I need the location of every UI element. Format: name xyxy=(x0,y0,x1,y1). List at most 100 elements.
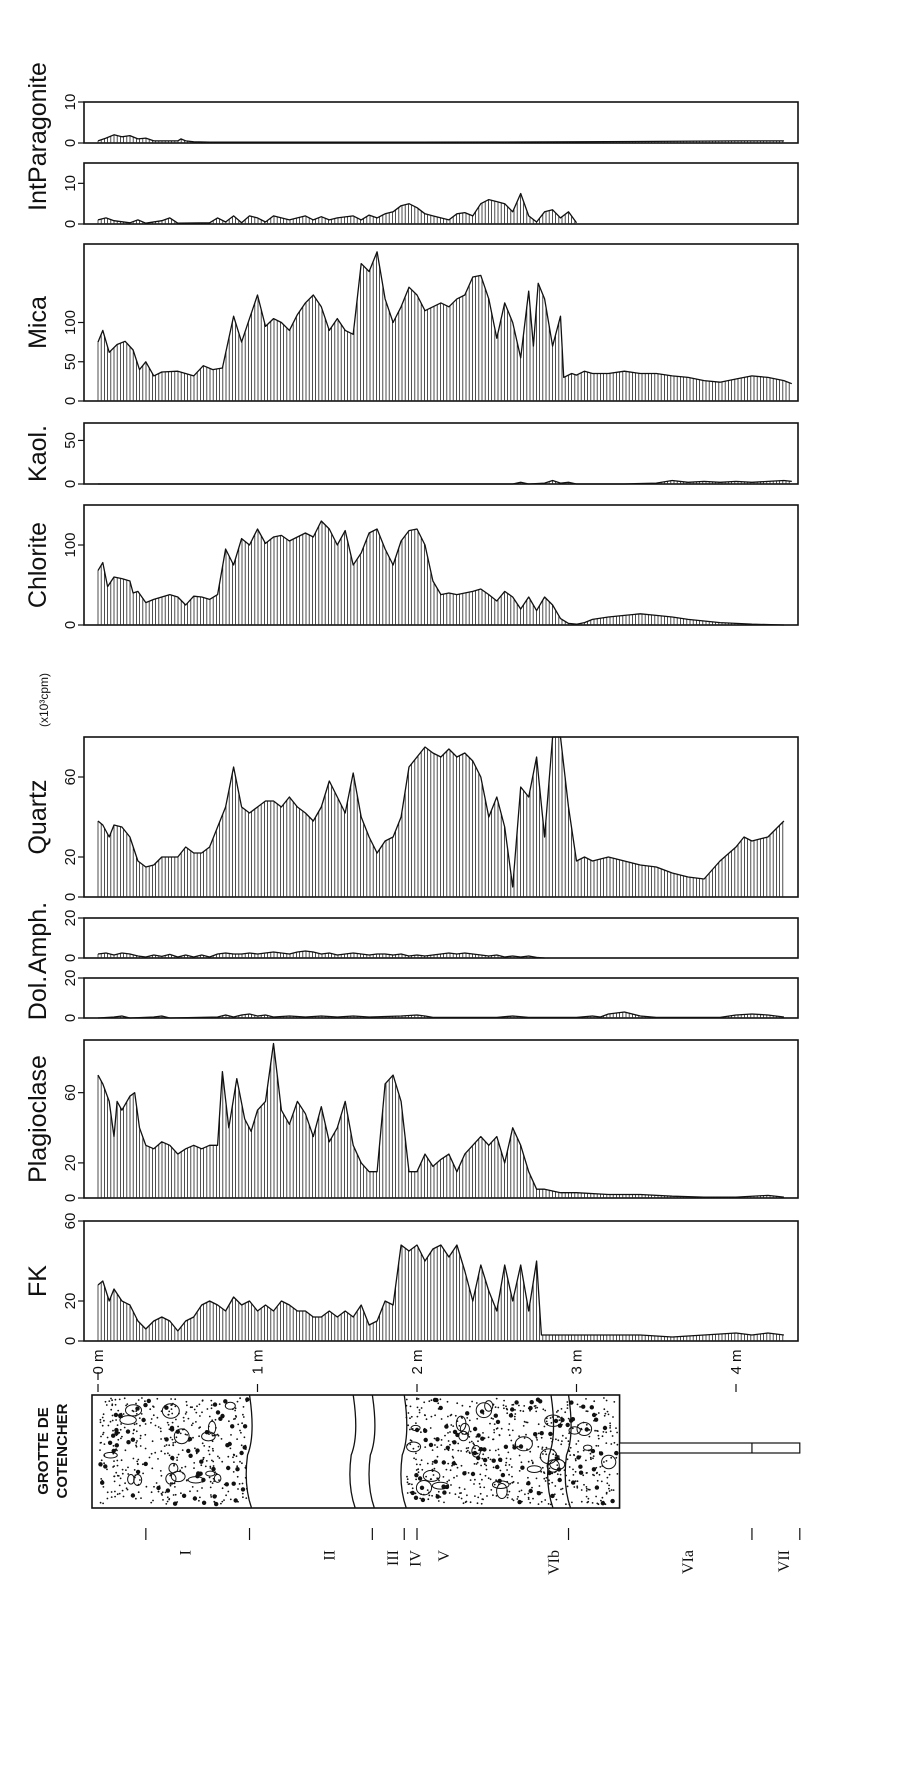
layer-boundary xyxy=(245,1394,253,1509)
kaol-frame xyxy=(83,422,799,485)
layer-label-iv: IV xyxy=(407,1550,424,1567)
kaol-panel: 0 50 Kaol. xyxy=(24,422,799,488)
site-title-line-1: GROTTE DE xyxy=(35,1407,52,1495)
depth-tick-label: 4 m xyxy=(728,1349,745,1374)
int-label: Int. xyxy=(24,176,52,211)
depth-tick-label: 3 m xyxy=(569,1349,586,1374)
plagioclase-tick-label: 20 xyxy=(62,1155,79,1172)
chlorite-panel: 0 100 Chlorite xyxy=(24,504,799,629)
layer-boundary xyxy=(400,1394,408,1509)
layer-boundary xyxy=(564,1394,572,1509)
depth-tick-label: 0 m xyxy=(90,1349,107,1374)
chlorite-frame xyxy=(83,504,799,626)
quartz-hatching xyxy=(97,737,784,897)
plagioclase-panel: 0 20 60 Plagioclase xyxy=(24,1039,799,1202)
amph-tick-label: 20 xyxy=(62,910,79,927)
plagioclase-hatching xyxy=(97,1048,784,1198)
depth-tick-label: 1 m xyxy=(250,1349,267,1374)
plagioclase-tick-label: 0 xyxy=(62,1194,79,1202)
layer-label-ii: II xyxy=(321,1550,338,1561)
dol-frame xyxy=(83,977,799,1019)
layer-label-iii: III xyxy=(385,1550,402,1566)
int-series-line xyxy=(97,192,578,224)
layer-boundary xyxy=(368,1394,376,1509)
int-frame xyxy=(83,162,799,225)
profile-extension-strip xyxy=(618,1442,801,1454)
layer-boundary xyxy=(547,1394,555,1509)
int-tick-label: 10 xyxy=(62,175,79,192)
depth-axis: 0 m 1 m 2 m 3 m 4 m xyxy=(90,1349,745,1392)
paragonite-label: Paragonite xyxy=(24,62,52,183)
fk-series-line xyxy=(97,1244,784,1338)
int-hatching xyxy=(97,194,576,224)
mica-tick-label: 100 xyxy=(62,310,79,335)
dol-label: Dol. xyxy=(24,976,52,1020)
depth-tick-label: 2 m xyxy=(409,1349,426,1374)
dol-tick-label: 20 xyxy=(62,970,79,987)
quartz-panel: 0 20 60 Quartz xyxy=(24,736,799,901)
dol-series-line xyxy=(97,1011,784,1019)
layer-label-via: VIa xyxy=(680,1550,697,1574)
mineral-panels: 0 10 Paragonite 0 10 Int. 0 50 100 Mica 0 50 Kaol. 0 1… xyxy=(24,62,799,1345)
layer-boundary xyxy=(349,1394,357,1509)
kaol-series-line xyxy=(98,479,792,485)
layer-label-v: V xyxy=(436,1550,453,1562)
unit-label: (x10³cpm) xyxy=(37,673,51,727)
paragonite-tick-label: 10 xyxy=(62,94,79,111)
fk-label: FK xyxy=(24,1265,52,1297)
paragonite-frame xyxy=(83,101,799,144)
site-title-line-2: COTENCHER xyxy=(54,1403,71,1498)
plagioclase-label: Plagioclase xyxy=(24,1055,52,1183)
quartz-label: Quartz xyxy=(24,779,52,854)
fk-hatching xyxy=(97,1245,784,1341)
profile-pebbles-2 xyxy=(406,1400,617,1499)
layer-labels: I II III IV V VIb VIa VII xyxy=(145,1528,801,1575)
kaol-tick-label: 50 xyxy=(62,432,79,449)
chlorite-series-line xyxy=(97,520,784,626)
profile-pebbles-1 xyxy=(103,1401,236,1486)
plagioclase-series-line xyxy=(97,1042,784,1198)
layer-label-i: I xyxy=(178,1550,195,1555)
fk-frame xyxy=(83,1220,799,1342)
fk-tick-label: 60 xyxy=(62,1213,79,1230)
profile-stipple-1 xyxy=(98,1397,250,1507)
amph-label: Amph. xyxy=(24,902,52,974)
mica-label: Mica xyxy=(24,296,52,349)
fk-tick-label: 20 xyxy=(62,1293,79,1310)
chlorite-hatching xyxy=(97,521,752,625)
paragonite-tick-label: 0 xyxy=(62,139,79,147)
int-panel: 0 10 Int. xyxy=(24,162,799,228)
layer-label-vib: VIb xyxy=(546,1550,563,1575)
stratigraphic-profile: GROTTE DE COTENCHER xyxy=(35,1394,801,1509)
quartz-tick-label: 20 xyxy=(62,849,79,866)
amph-series-line xyxy=(97,950,545,959)
paragonite-series-line xyxy=(97,134,784,143)
layer-label-vii: VII xyxy=(776,1550,793,1572)
kaol-label: Kaol. xyxy=(24,425,52,482)
amph-panel: 0 20 Amph. xyxy=(24,902,799,974)
plagioclase-frame xyxy=(83,1039,799,1199)
mica-tick-label: 0 xyxy=(62,397,79,405)
fk-tick-label: 0 xyxy=(62,1337,79,1345)
mica-panel: 0 50 100 Mica xyxy=(24,243,799,405)
mica-tick-label: 50 xyxy=(62,353,79,370)
dol-panel: 0 20 Dol. xyxy=(24,970,799,1022)
int-tick-label: 0 xyxy=(62,220,79,228)
chlorite-tick-label: 100 xyxy=(62,532,79,557)
mica-hatching xyxy=(97,253,790,401)
chlorite-tick-label: 0 xyxy=(62,621,79,629)
kaol-tick-label: 0 xyxy=(62,480,79,488)
fk-panel: 0 20 60 FK xyxy=(24,1213,799,1345)
plagioclase-tick-label: 60 xyxy=(62,1084,79,1101)
chlorite-label: Chlorite xyxy=(24,522,52,608)
quartz-tick-label: 60 xyxy=(62,769,79,786)
amph-tick-label: 0 xyxy=(62,954,79,962)
mica-series-line xyxy=(97,251,793,385)
paragonite-panel: 0 10 Paragonite xyxy=(24,62,799,183)
quartz-series-line xyxy=(97,736,785,888)
dol-tick-label: 0 xyxy=(62,1014,79,1022)
quartz-frame xyxy=(83,736,799,898)
quartz-tick-label: 0 xyxy=(62,893,79,901)
amph-frame xyxy=(83,917,799,959)
